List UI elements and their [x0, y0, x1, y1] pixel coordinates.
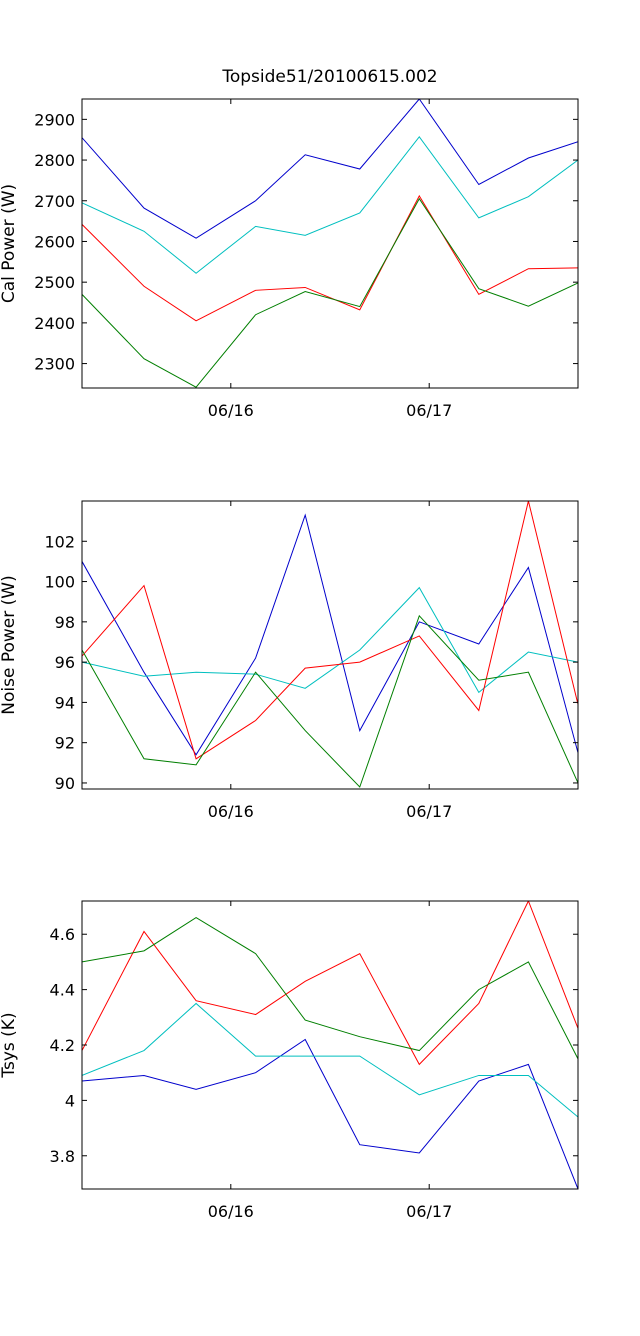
cal-power-ytick-label: 2700 — [34, 192, 75, 211]
noise-power-xtick-label: 06/16 — [208, 802, 254, 821]
cal-power-ytick-label: 2600 — [34, 232, 75, 251]
noise-power-y-axis-label: Noise Power (W) — [0, 575, 19, 714]
cal-power-xtick-label: 06/17 — [406, 401, 452, 420]
cal-power-series-2 — [82, 136, 578, 274]
tsys-panel: 3.8 4 4.2 4.4 4.6 06/16 06/17 Tsys (K) — [0, 900, 579, 1221]
cal-power-panel: 2300 2400 2500 2600 2700 2800 2900 06/16 06/17 Ca… — [0, 98, 579, 420]
cal-power-series-4 — [82, 197, 578, 388]
noise-power-series-2 — [82, 586, 578, 694]
cal-power-series-3 — [82, 194, 578, 322]
noise-power-ytick-label: 90 — [55, 774, 75, 793]
cal-power-ytick-label: 2500 — [34, 273, 75, 292]
tsys-ytick-label: 4.4 — [50, 981, 75, 1000]
noise-power-ytick-label: 102 — [44, 532, 75, 551]
tsys-ytick-label: 4 — [65, 1091, 75, 1110]
cal-power-ytick-label: 2900 — [34, 110, 75, 129]
tsys-axes-frame — [81, 900, 579, 1190]
noise-power-axes-frame — [81, 500, 579, 790]
noise-power-series-1 — [82, 513, 578, 756]
tsys-ytick-label: 3.8 — [50, 1147, 75, 1166]
tsys-series-3 — [82, 901, 578, 1066]
chart-title: Topside51/20100615.002 — [221, 67, 437, 87]
tsys-series-1 — [82, 1038, 578, 1189]
noise-power-ytick-label: 96 — [55, 653, 75, 672]
cal-power-axes-frame — [81, 98, 579, 389]
cal-power-series-1 — [82, 99, 578, 239]
noise-power-ytick-label: 100 — [44, 573, 75, 592]
tsys-series-4 — [82, 917, 578, 1060]
tsys-series-2 — [82, 1002, 578, 1118]
cal-power-ytick-label: 2400 — [34, 314, 75, 333]
tsys-ytick-label: 4.2 — [50, 1036, 75, 1055]
noise-power-ytick-label: 98 — [55, 613, 75, 632]
cal-power-ytick-label: 2800 — [34, 151, 75, 170]
cal-power-xtick-label: 06/16 — [208, 401, 254, 420]
noise-power-ytick-label: 92 — [55, 734, 75, 753]
tsys-ytick-label: 4.6 — [50, 925, 75, 944]
noise-power-ytick-label: 94 — [55, 693, 75, 712]
tsys-xtick-label: 06/16 — [208, 1202, 254, 1221]
noise-power-xtick-label: 06/17 — [406, 802, 452, 821]
tsys-xtick-label: 06/17 — [406, 1202, 452, 1221]
noise-power-panel: 90 92 94 96 98 100 102 06/16 06/17 Noise Power (W… — [0, 500, 579, 821]
cal-power-ytick-label: 2300 — [34, 355, 75, 374]
tsys-y-axis-label: Tsys (K) — [0, 1012, 19, 1078]
noise-power-series-4 — [82, 614, 578, 788]
noise-power-series-3 — [82, 501, 578, 760]
cal-power-y-axis-label: Cal Power (W) — [0, 184, 19, 303]
